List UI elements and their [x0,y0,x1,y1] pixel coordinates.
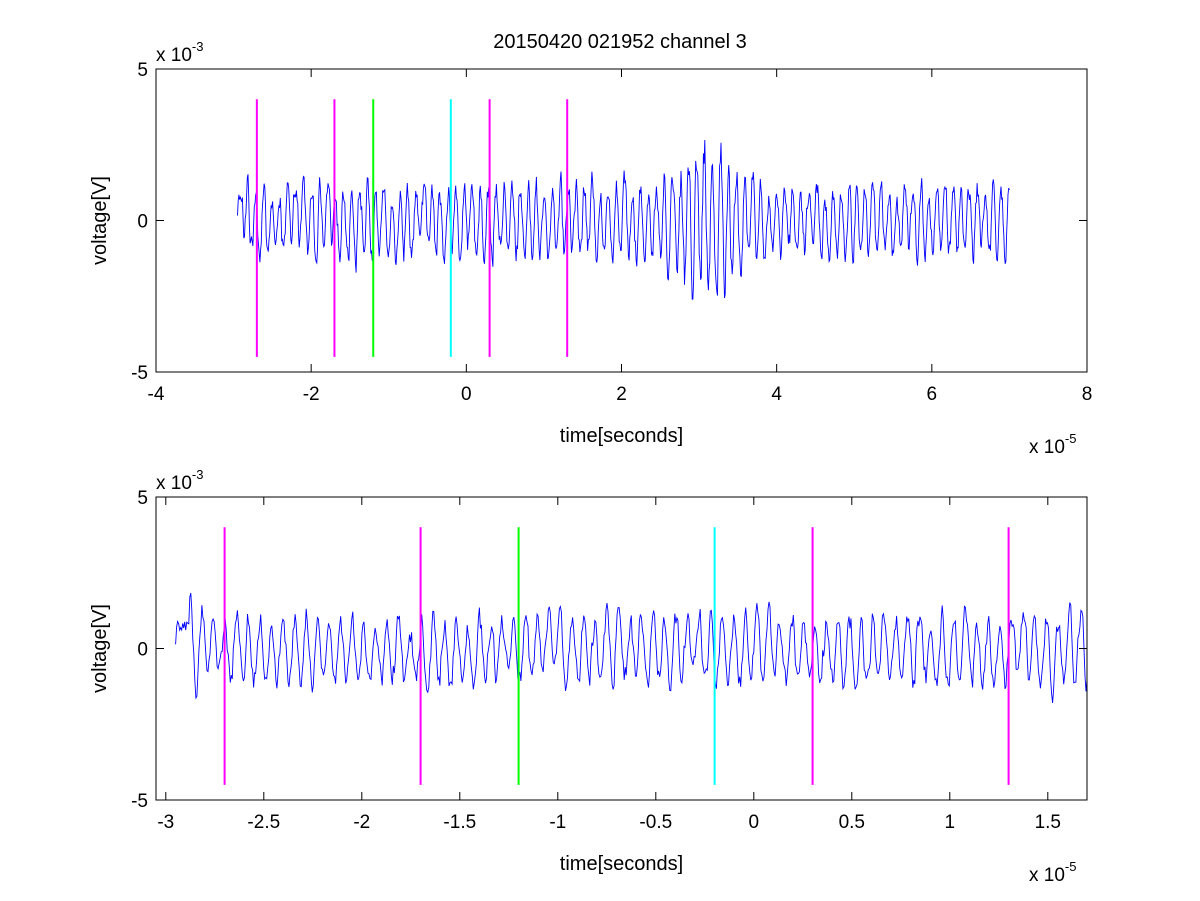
y-tick-label: 0 [137,640,148,661]
signal-trace [237,139,1010,300]
figure-title: 20150420 021952 channel 3 [493,31,747,53]
subplot-bottom-ticks: -3 -2.5 -2 -1.5 -1 -0.5 0 0.5 1 1.5 -5 0 5 [131,488,1087,833]
subplot-top-ticks: -4 -2 0 2 4 6 8 -5 0 5 [131,60,1092,405]
x-tick-label: -1 [549,812,566,833]
subplot-top-y-axis-label: voltage[V] [89,176,111,265]
x-tick-label: 6 [927,384,938,405]
x-tick-label: 1 [945,812,956,833]
subplot-top-x-exponent: x 10-5 [1029,431,1076,458]
x-tick-label: -0.5 [639,812,672,833]
subplot-bottom-marks [175,527,1088,785]
y-tick-label: 5 [137,488,148,509]
x-tick-label: -1.5 [443,812,476,833]
x-tick-label: 1.5 [1035,812,1061,833]
signal-trace [175,592,1088,704]
subplot-top-x-axis-label: time[seconds] [560,425,683,447]
x-tick-label: -2 [303,384,320,405]
subplot-bottom-x-axis-label: time[seconds] [560,853,683,875]
subplot-top-marks [237,99,1010,357]
x-tick-label: 0 [749,812,760,833]
y-tick-label: -5 [131,363,148,384]
x-tick-label: 2 [616,384,627,405]
subplot-bottom-y-exponent: x 10-3 [156,467,203,494]
x-tick-label: 8 [1082,384,1093,405]
x-tick-label: -2 [353,812,370,833]
y-tick-label: 5 [137,60,148,81]
x-tick-label: -2.5 [247,812,280,833]
subplot-top-y-exponent: x 10-3 [156,39,203,66]
y-tick-label: 0 [137,212,148,233]
x-tick-label: -4 [148,384,165,405]
subplot-top: -4 -2 0 2 4 6 8 -5 0 5 time[seconds] voltage[V] x… [89,39,1092,458]
x-tick-label: 0 [461,384,472,405]
x-tick-label: 0.5 [839,812,865,833]
y-tick-label: -5 [131,791,148,812]
subplot-bottom: -3 -2.5 -2 -1.5 -1 -0.5 0 0.5 1 1.5 -5 0 5 time[seco… [89,467,1088,886]
x-tick-label: -3 [157,812,174,833]
subplot-bottom-x-exponent: x 10-5 [1029,859,1076,886]
subplot-bottom-y-axis-label: voltage[V] [89,604,111,693]
x-tick-label: 4 [771,384,782,405]
